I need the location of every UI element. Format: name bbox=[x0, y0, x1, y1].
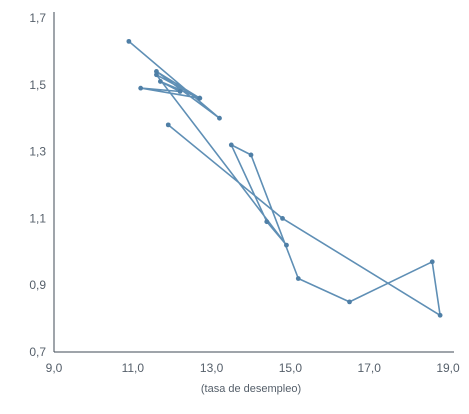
x-tick-label: 19,0 bbox=[436, 361, 460, 375]
data-point bbox=[165, 122, 171, 128]
data-point bbox=[347, 299, 352, 305]
data-points bbox=[126, 38, 443, 318]
data-point bbox=[248, 152, 254, 158]
series-line bbox=[128, 40, 441, 317]
y-tick-label: 1,1 bbox=[29, 211, 46, 225]
x-tick-label: 11,0 bbox=[122, 361, 145, 375]
data-point bbox=[197, 95, 203, 101]
x-tick-label: 15,0 bbox=[279, 361, 303, 375]
data-point bbox=[284, 242, 289, 248]
data-point bbox=[429, 259, 435, 265]
data-point bbox=[126, 38, 132, 44]
y-tick-label: 0,7 bbox=[29, 345, 46, 359]
data-point bbox=[154, 69, 159, 74]
x-axis-label: (tasa de desempleo) bbox=[201, 383, 301, 395]
data-point bbox=[138, 85, 144, 91]
y-tick-label: 0,9 bbox=[29, 278, 46, 292]
data-point bbox=[217, 115, 222, 121]
x-tick-label: 17,0 bbox=[358, 361, 382, 375]
x-tick-label: 13,0 bbox=[200, 361, 224, 375]
data-point bbox=[154, 72, 159, 78]
y-tick-label: 1,5 bbox=[29, 78, 46, 92]
x-axis-ticks: 9,0 11,0 13,0 15,0 17,0 19,0 bbox=[46, 361, 460, 375]
data-point bbox=[280, 216, 285, 221]
data-point bbox=[295, 276, 301, 281]
data-point bbox=[177, 89, 183, 94]
y-tick-label: 1,7 bbox=[29, 11, 46, 25]
data-point bbox=[437, 312, 443, 318]
data-point bbox=[264, 219, 270, 225]
data-point bbox=[157, 79, 163, 84]
x-tick-label: 9,0 bbox=[46, 361, 63, 375]
y-tick-label: 1,3 bbox=[29, 145, 46, 159]
y-axis-ticks: 0,7 0,9 1,1 1,3 1,5 1,7 bbox=[29, 11, 46, 359]
data-point bbox=[228, 142, 234, 148]
